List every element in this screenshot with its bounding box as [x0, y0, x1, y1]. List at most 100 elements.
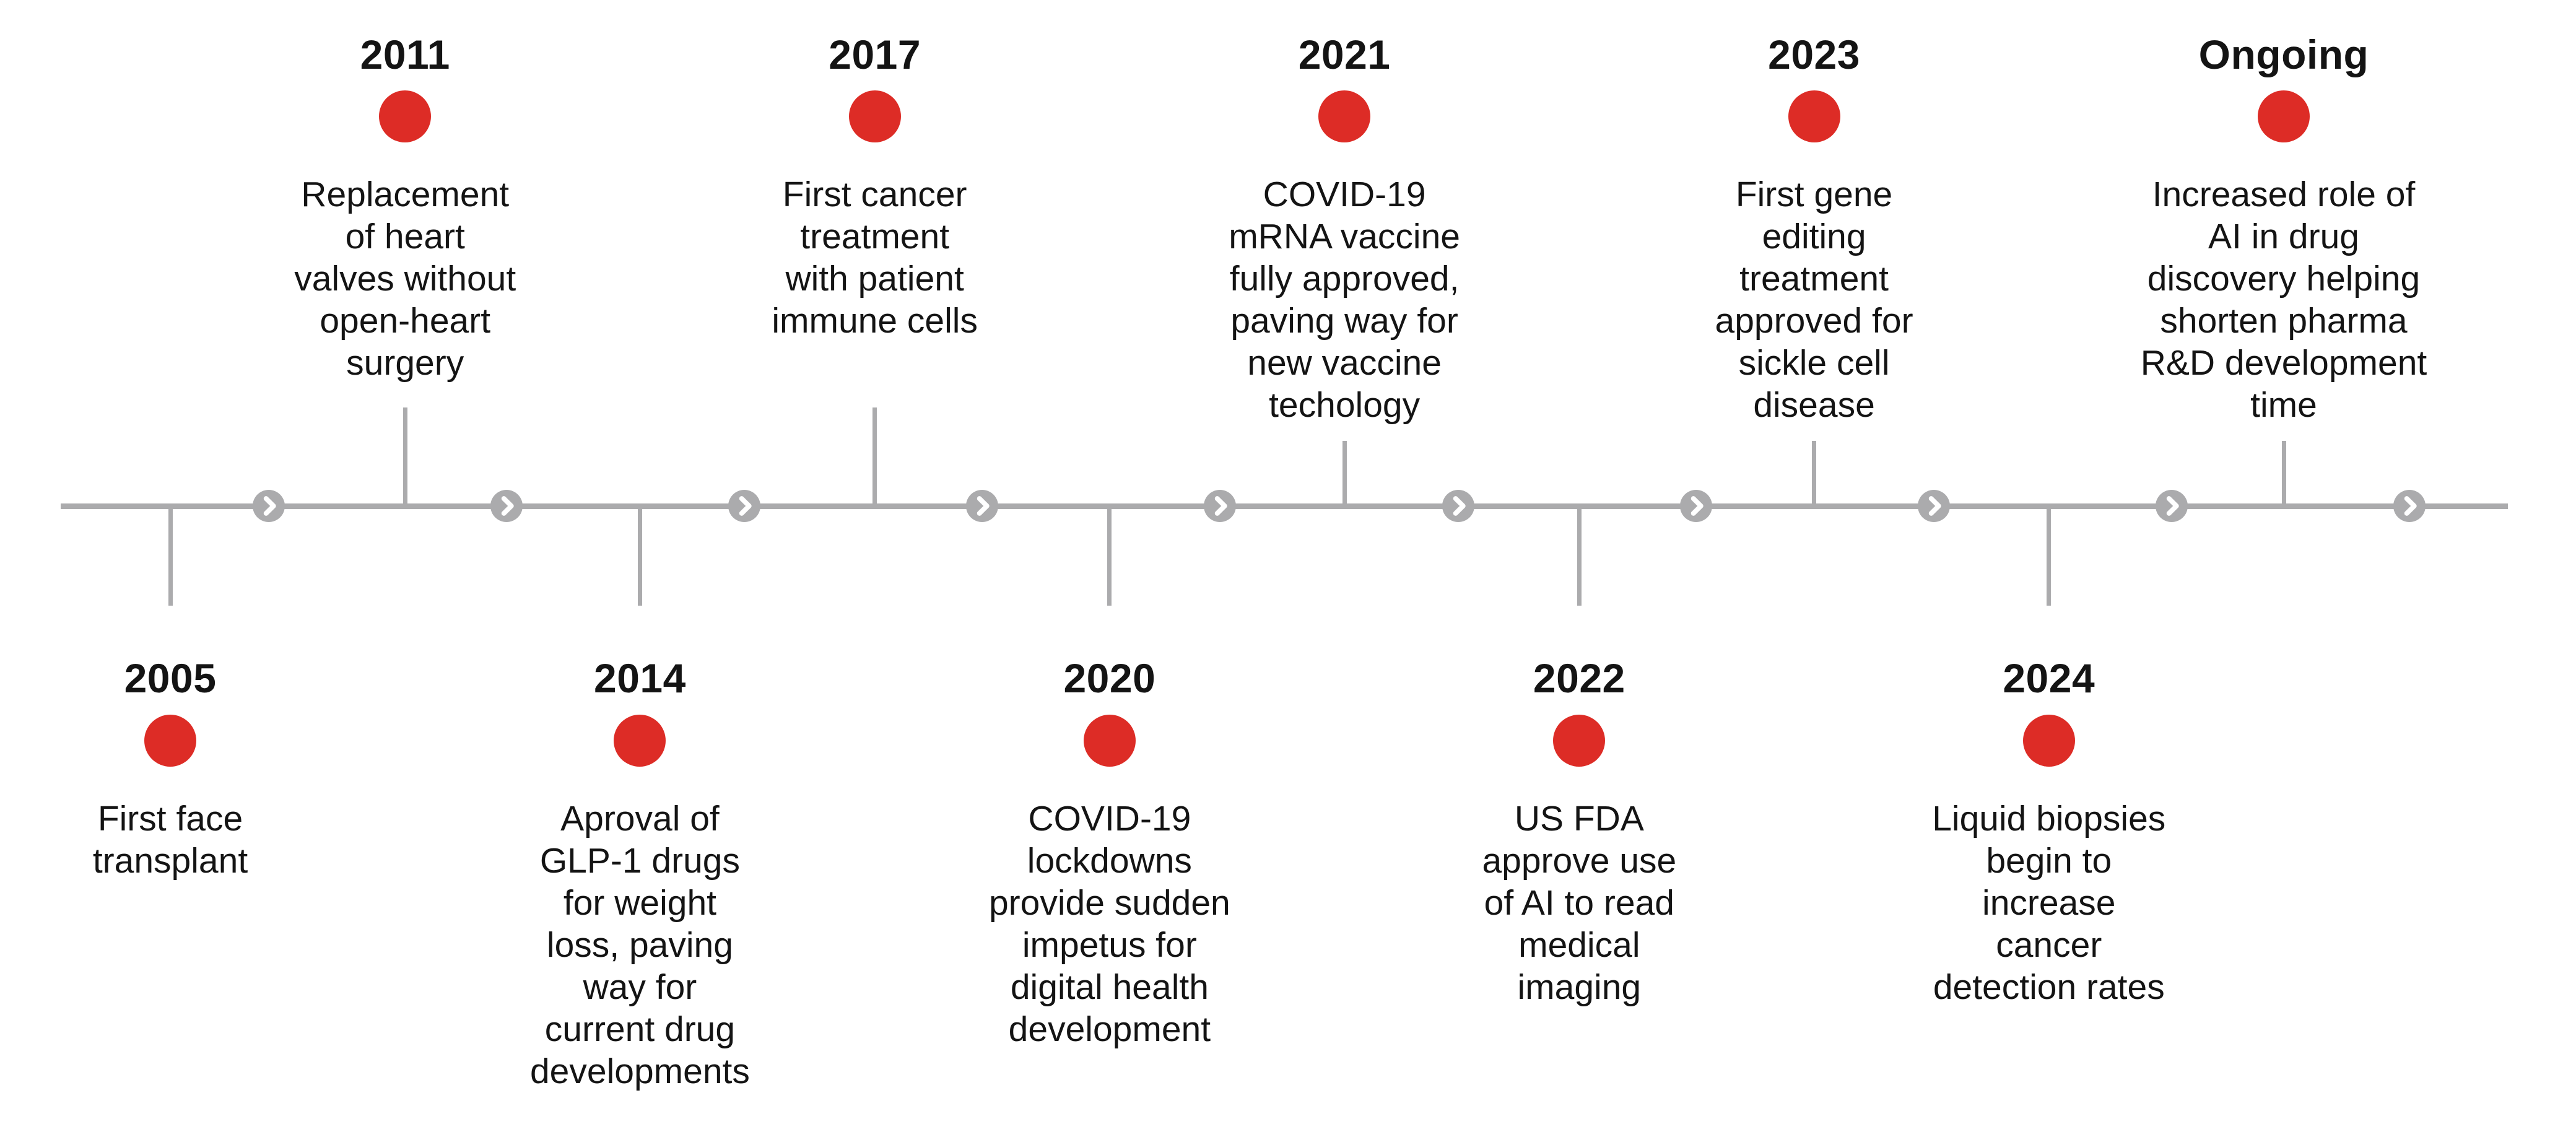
event-description-line: disease [1753, 385, 1875, 425]
event-description: COVID-19 lockdowns provide sudden impetus f… [936, 798, 1283, 1050]
event-description-line: transplant [92, 841, 248, 881]
timeline-event-2022: 2022 US FDA approve use of AI to read medica… [1406, 0, 1752, 1124]
event-description-line: treatment [1739, 259, 1889, 298]
event-description-line: loss, paving [546, 925, 733, 965]
event-description-line: sickle cell [1738, 343, 1890, 383]
event-description-line: way for [583, 967, 697, 1007]
event-description: First cancer treatment with patient immune … [702, 173, 1048, 342]
event-description-line: valves without [294, 259, 516, 298]
event-description-line: increase [1982, 883, 2116, 923]
event-description-line: fully approved, [1229, 259, 1460, 298]
event-description-line: discovery helping [2147, 259, 2421, 298]
connector-line [2047, 506, 2052, 606]
chevron-right-icon [490, 490, 523, 522]
event-description-line: surgery [346, 343, 464, 383]
timeline-event-2023: 2023 First gene editing treatment approved f… [1641, 0, 1988, 1124]
chevron-right-icon [2393, 490, 2426, 522]
timeline-event-2021: 2021 COVID-19 mRNA vaccine fully approved, p… [1171, 0, 1518, 1124]
event-description: Aproval of GLP-1 drugs for weight loss, pav… [466, 798, 813, 1092]
event-description-line: COVID-19 [1028, 799, 1191, 839]
year-label: 2005 [124, 655, 217, 701]
event-description-line: cancer [1996, 925, 2102, 965]
event-description-line: approved for [1715, 301, 1913, 341]
chevron-right-icon [1442, 490, 1474, 522]
event-description-line: AI in drug [2208, 217, 2359, 256]
event-description-line: lockdowns [1027, 841, 1192, 881]
event-description-line: begin to [1986, 841, 2112, 881]
chevron-right-icon [1204, 490, 1237, 522]
event-description-line: paving way for [1230, 301, 1458, 341]
connector-line [1107, 506, 1112, 606]
event-description-line: GLP-1 drugs [539, 841, 741, 881]
event-description-line: R&D development [2140, 343, 2427, 383]
event-dot [144, 715, 196, 767]
event-description-line: Liquid biopsies [1932, 799, 2166, 839]
event-description-line: techology [1269, 385, 1421, 425]
timeline-event-ongoing: Ongoing Increased role of AI in drug discov… [2110, 0, 2457, 1124]
timeline-event-2014: 2014 Aproval of GLP-1 drugs for weight loss,… [466, 0, 813, 1124]
event-dot [848, 90, 901, 142]
event-description-line: detection rates [1933, 967, 2165, 1007]
event-description-line: Aproval of [560, 799, 720, 839]
connector-line [872, 407, 877, 509]
event-description-line: with patient [785, 259, 964, 298]
event-dot [1318, 90, 1371, 142]
event-dot [2022, 715, 2075, 767]
event-description-line: impetus for [1022, 925, 1197, 965]
chevron-right-icon [966, 490, 999, 522]
connector-line [402, 407, 407, 509]
event-description: First face transplant [0, 798, 344, 882]
event-description-line: First face [97, 799, 243, 839]
chevron-right-icon [253, 490, 285, 522]
event-description: Replacement of heart valves without open-he… [232, 173, 578, 384]
event-description-line: treatment [800, 217, 950, 256]
connector-line [1577, 506, 1582, 606]
timeline-event-2005: 2005 First face transplant [0, 0, 344, 1124]
chevron-right-icon [728, 490, 761, 522]
chevron-right-icon [1917, 490, 1950, 522]
event-description: Liquid biopsies begin to increase cancer det… [1876, 798, 2222, 1008]
year-label: 2014 [594, 655, 686, 701]
event-description-line: First cancer [782, 175, 967, 214]
event-description: First gene editing treatment approved for si… [1641, 173, 1988, 426]
event-dot [614, 715, 666, 767]
event-description-line: digital health [1010, 967, 1209, 1007]
timeline-event-2017: 2017 First cancer treatment with patient imm… [702, 0, 1048, 1124]
event-description-line: open-heart [320, 301, 491, 341]
timeline-axis [61, 503, 2508, 509]
event-description-line: time [2250, 385, 2317, 425]
year-label: 2021 [1298, 32, 1391, 77]
year-label: Ongoing [2198, 32, 2369, 77]
event-dot [1083, 715, 1136, 767]
event-description-line: of heart [345, 217, 465, 256]
event-description-line: US FDA [1514, 799, 1644, 839]
connector-line [168, 506, 173, 606]
chevron-right-icon [2155, 490, 2188, 522]
year-label: 2022 [1533, 655, 1625, 701]
event-description-line: Replacement [301, 175, 510, 214]
event-description-line: immune cells [772, 301, 978, 341]
event-description-line: provide sudden [988, 883, 1230, 923]
event-description-line: medical [1518, 925, 1640, 965]
event-description-line: of AI to read [1484, 883, 1675, 923]
connector-line [2281, 441, 2286, 509]
timeline-event-2024: 2024 Liquid biopsies begin to increase cance… [1876, 0, 2222, 1124]
connector-line [1812, 441, 1817, 509]
event-description-line: Increased role of [2152, 175, 2416, 214]
event-description-line: new vaccine [1247, 343, 1442, 383]
event-description-line: for weight [563, 883, 716, 923]
event-description: COVID-19 mRNA vaccine fully approved, pavin… [1171, 173, 1518, 426]
event-description-line: current drug [544, 1009, 736, 1049]
event-description-line: developments [529, 1052, 750, 1091]
event-description-line: mRNA vaccine [1229, 217, 1460, 256]
event-description: US FDA approve use of AI to read medical ima… [1406, 798, 1752, 1008]
timeline-event-2020: 2020 COVID-19 lockdowns provide sudden impet… [936, 0, 1283, 1124]
year-label: 2011 [360, 32, 450, 77]
event-description-line: shorten pharma [2160, 301, 2408, 341]
event-description-line: First gene [1735, 175, 1893, 214]
year-label: 2020 [1063, 655, 1156, 701]
event-dot [1553, 715, 1606, 767]
event-dot [2258, 90, 2310, 142]
event-dot [1788, 90, 1840, 142]
